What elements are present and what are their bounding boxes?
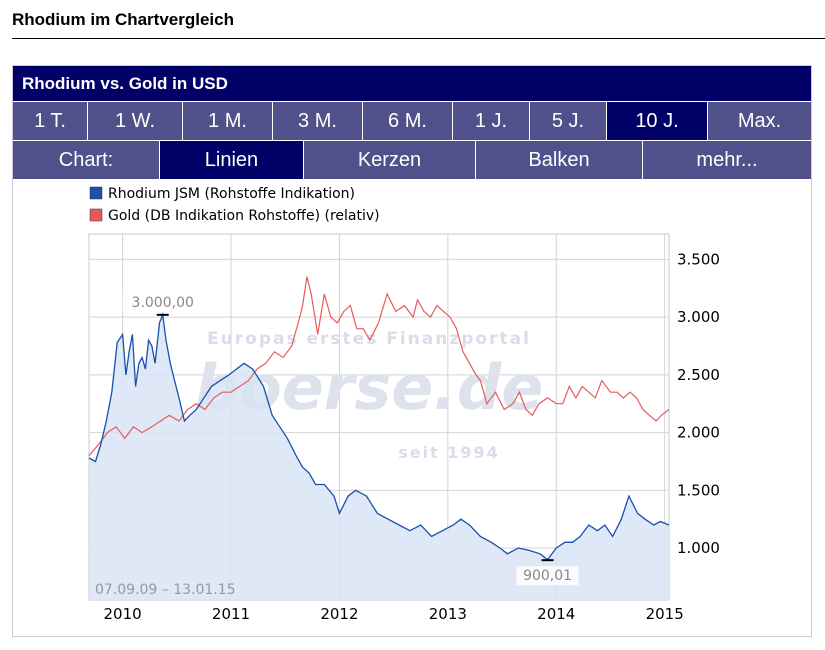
watermark-since: seit 1994 <box>398 443 500 462</box>
section-title: Rhodium im Chartvergleich <box>12 10 234 29</box>
range-button-1-month[interactable]: 1 M. <box>183 102 273 140</box>
price-chart: Europas erstes Finanzportalboerse.deseit… <box>88 186 720 623</box>
x-tick-label: 2011 <box>212 605 250 623</box>
chart-area: Europas erstes Finanzportal boerse.de seit… <box>13 180 811 636</box>
y-tick-label: 3.000 <box>677 308 720 326</box>
section-divider <box>12 38 825 39</box>
legend-label: Rhodium JSM (Rohstoffe Indikation) <box>108 186 355 202</box>
time-range-selector: 1 T. 1 W. 1 M. 3 M. 6 M. 1 J. 5 J. 10 J.… <box>13 102 811 140</box>
range-button-10-years[interactable]: 10 J. <box>607 102 708 140</box>
x-tick-label: 2014 <box>537 605 575 623</box>
chart-type-candles[interactable]: Kerzen <box>304 141 476 179</box>
x-tick-label: 2013 <box>429 605 467 623</box>
y-tick-label: 1.500 <box>677 481 720 499</box>
rhodium-line <box>88 312 670 561</box>
x-tick-label: 2015 <box>646 605 684 623</box>
chart-type-more[interactable]: mehr... <box>643 141 811 179</box>
y-tick-label: 1.000 <box>677 539 720 557</box>
chart-type-lines[interactable]: Linien <box>160 141 304 179</box>
low-label: 900,01 <box>523 568 572 584</box>
range-button-1-year[interactable]: 1 J. <box>453 102 530 140</box>
legend-swatch <box>89 186 103 200</box>
range-button-6-months[interactable]: 6 M. <box>363 102 453 140</box>
legend-label: Gold (DB Indikation Rohstoffe) (relativ) <box>108 208 380 224</box>
low-label-bg <box>516 566 579 586</box>
x-tick-label: 2010 <box>104 605 142 623</box>
date-range-label: 07.09.09 – 13.01.15 <box>95 582 236 598</box>
range-button-1-week[interactable]: 1 W. <box>88 102 183 140</box>
chart-widget: Rhodium vs. Gold in USD 1 T. 1 W. 1 M. 3… <box>12 65 812 637</box>
rhodium-area <box>89 314 669 600</box>
y-tick-label: 2.500 <box>677 366 720 384</box>
high-label-bg <box>122 292 203 312</box>
range-button-3-months[interactable]: 3 M. <box>273 102 363 140</box>
y-tick-label: 3.500 <box>677 250 720 268</box>
widget-title: Rhodium vs. Gold in USD <box>13 66 811 101</box>
chart-type-bars[interactable]: Balken <box>476 141 643 179</box>
chart-type-selector: Chart: Linien Kerzen Balken mehr... <box>13 141 811 179</box>
x-tick-label: 2012 <box>320 605 358 623</box>
range-button-5-years[interactable]: 5 J. <box>530 102 607 140</box>
range-button-max[interactable]: Max. <box>708 102 811 140</box>
y-tick-label: 2.000 <box>677 424 720 442</box>
legend-swatch <box>89 208 103 222</box>
chart-type-label: Chart: <box>13 141 160 179</box>
range-button-1-day[interactable]: 1 T. <box>13 102 88 140</box>
watermark-tagline: Europas erstes Finanzportal <box>207 329 531 349</box>
high-label: 3.000,00 <box>132 295 194 311</box>
gold-line <box>88 276 670 457</box>
